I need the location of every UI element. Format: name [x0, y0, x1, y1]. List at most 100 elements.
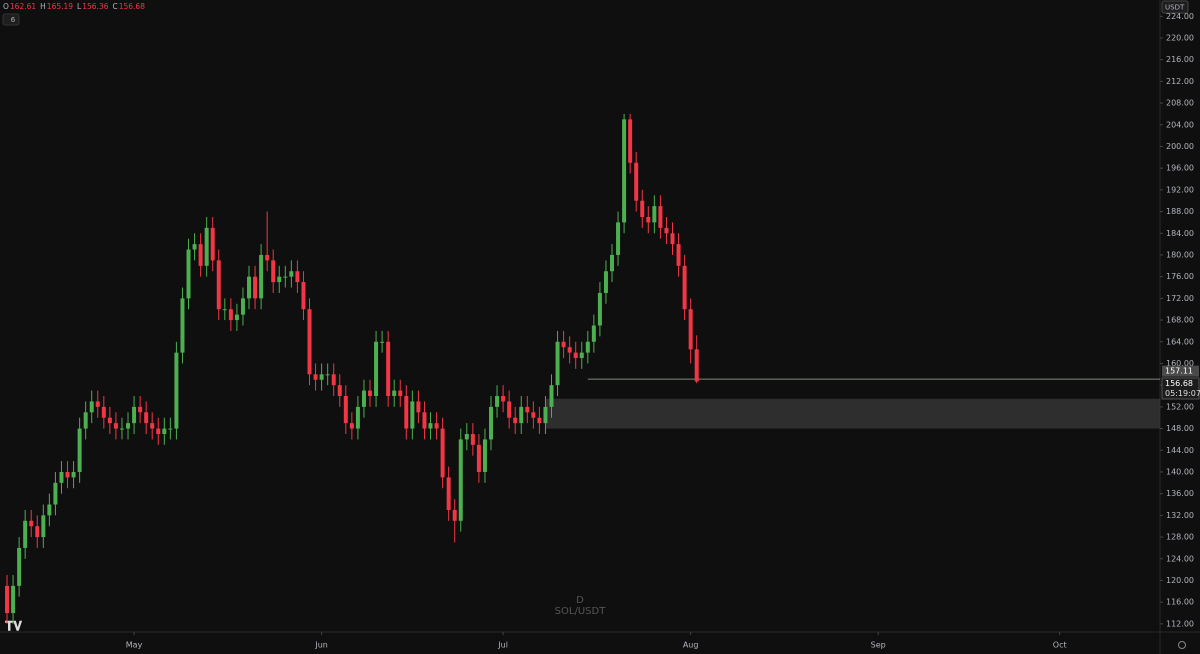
- x-tick-label: May: [126, 641, 143, 650]
- candle-body: [446, 477, 451, 510]
- candle-body: [319, 374, 324, 380]
- candle-body: [567, 347, 572, 353]
- candle-body: [664, 227, 669, 234]
- toggle-box[interactable]: [2, 13, 20, 26]
- candle-body: [610, 254, 615, 272]
- y-tick-label: 140.00: [1166, 467, 1194, 476]
- header-value: 156.36: [82, 2, 108, 11]
- candle-body: [119, 428, 124, 430]
- candle-body: [259, 254, 264, 299]
- candle-body: [470, 433, 475, 445]
- candle-body: [676, 244, 681, 266]
- candle-body: [591, 325, 596, 342]
- y-tick-label: 164.00: [1166, 337, 1194, 346]
- candle-body: [107, 417, 112, 424]
- candle-body: [374, 341, 379, 397]
- candle-body: [434, 423, 439, 429]
- candle-body: [331, 374, 336, 386]
- candle-body: [210, 227, 215, 261]
- candle-body: [5, 585, 10, 614]
- candle-body: [144, 412, 149, 424]
- candle-body: [138, 406, 143, 413]
- y-tick-label: 188.00: [1166, 207, 1194, 216]
- candle-body: [537, 417, 542, 424]
- logo: 𝐓𝐕: [5, 620, 22, 635]
- candle-body: [77, 428, 82, 472]
- candle-body: [204, 227, 209, 266]
- candle-body: [35, 526, 40, 538]
- candle-body: [694, 349, 699, 382]
- y-tick-label: 112.00: [1166, 619, 1194, 628]
- y-tick-label: 212.00: [1166, 77, 1194, 86]
- candle-body: [489, 406, 494, 440]
- x-tick-label: Jul: [497, 641, 508, 650]
- candle-body: [368, 390, 373, 397]
- y-tick-label: 116.00: [1166, 598, 1194, 607]
- candle-body: [89, 401, 94, 413]
- candle-body: [156, 428, 161, 434]
- candle-body: [658, 206, 663, 228]
- y-tick-label: 128.00: [1166, 533, 1194, 542]
- y-tick-label: 176.00: [1166, 272, 1194, 281]
- candle-body: [355, 406, 360, 429]
- candle-body: [640, 200, 645, 217]
- x-tick-label: Jun: [314, 641, 328, 650]
- candle-body: [585, 341, 590, 353]
- y-tick-label: 192.00: [1166, 185, 1194, 194]
- y-tick-label: 184.00: [1166, 229, 1194, 238]
- candle-body: [519, 406, 524, 424]
- candle-body: [71, 471, 76, 478]
- y-tick-label: 160.00: [1166, 359, 1194, 368]
- candle-body: [688, 309, 693, 350]
- candle-body: [349, 423, 354, 429]
- candle-body: [95, 401, 100, 407]
- y-tick-label: 148.00: [1166, 424, 1194, 433]
- candle-body: [283, 276, 288, 278]
- candle-body: [307, 309, 312, 375]
- ohlc-header: O 162.61 H 165.19 L 156.36 C 156.68: [3, 2, 145, 11]
- candle-body: [150, 423, 155, 429]
- candle-body: [289, 271, 294, 277]
- candle-body: [501, 396, 506, 402]
- candle-body: [549, 385, 554, 407]
- candle-body: [101, 406, 106, 418]
- candle-body: [47, 504, 52, 516]
- candle-body: [222, 309, 227, 311]
- candle-body: [216, 260, 221, 310]
- candle-body: [23, 520, 28, 548]
- candle-body: [386, 341, 391, 397]
- candle-body: [325, 374, 330, 376]
- candle-body: [65, 471, 70, 478]
- y-tick-label: 124.00: [1166, 554, 1194, 563]
- candle-body: [416, 401, 421, 413]
- candle-body: [670, 233, 675, 245]
- candle-body: [458, 439, 463, 521]
- candle-body: [646, 216, 651, 223]
- candle-body: [476, 444, 481, 472]
- candle-body: [464, 433, 469, 440]
- candle-body: [41, 515, 46, 538]
- candle-body: [422, 412, 427, 429]
- currency-box[interactable]: [1161, 0, 1189, 14]
- x-tick-label: Oct: [1053, 641, 1067, 650]
- candle-body: [29, 520, 34, 527]
- candle-body: [83, 412, 88, 429]
- candle-body: [11, 585, 16, 614]
- settings-icon[interactable]: [1178, 641, 1186, 649]
- candle-body: [53, 482, 58, 505]
- y-tick-label: 208.00: [1166, 99, 1194, 108]
- level-price-box: [1162, 365, 1199, 377]
- y-tick-label: 172.00: [1166, 294, 1194, 303]
- candle-body: [198, 244, 203, 266]
- candle-body: [234, 314, 239, 321]
- level-price-label: 157.11: [1165, 367, 1193, 376]
- candle-body: [579, 352, 584, 359]
- header-value: 165.19: [47, 2, 73, 11]
- candle-body: [361, 390, 366, 407]
- x-tick-label: Sep: [871, 641, 886, 650]
- header-label: H: [40, 2, 46, 11]
- candle-body: [495, 396, 500, 407]
- header-label: O: [3, 2, 9, 11]
- indicator-toggle[interactable]: 6: [2, 13, 20, 26]
- candle-body: [452, 509, 457, 521]
